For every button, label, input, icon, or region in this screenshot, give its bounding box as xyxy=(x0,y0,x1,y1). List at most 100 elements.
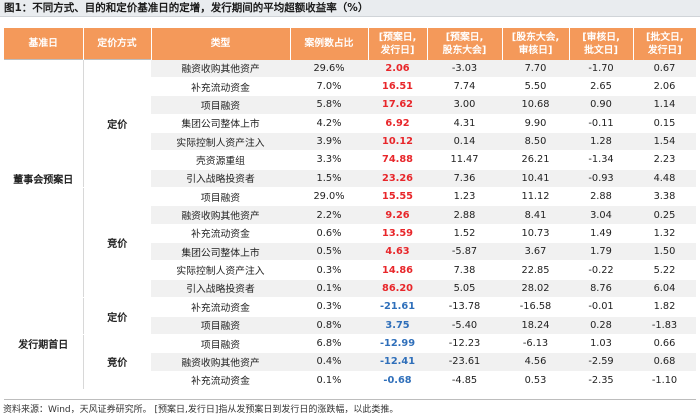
return-plan-to-meeting-cell: -23.61 xyxy=(427,352,502,372)
return-review-to-approval-cell: -0.01 xyxy=(569,297,633,317)
return-review-to-approval-cell: 0.28 xyxy=(569,316,633,335)
return-approval-to-issue-cell: 0.25 xyxy=(633,205,696,225)
type-cell: 实际控制人资产注入 xyxy=(151,260,290,280)
return-meeting-to-review-cell: 18.24 xyxy=(502,316,569,335)
return-plan-to-meeting-cell: 1.52 xyxy=(427,224,502,244)
return-meeting-to-review-cell: 7.70 xyxy=(502,59,569,78)
return-meeting-to-review-cell: 28.02 xyxy=(502,279,569,299)
return-plan-to-meeting-cell: 7.74 xyxy=(427,77,502,97)
share-cell: 0.6% xyxy=(290,224,368,244)
return-review-to-approval-cell: -0.22 xyxy=(569,260,633,280)
return-meeting-to-review-cell: 10.41 xyxy=(502,169,569,189)
return-approval-to-issue-cell: 5.22 xyxy=(633,260,696,280)
base-date-group: 发行期首日 xyxy=(4,297,83,390)
return-plan-to-issue-cell: 6.92 xyxy=(368,114,427,133)
return-plan-to-meeting-cell: -5.40 xyxy=(427,316,502,335)
pricing-method-group: 竞价 xyxy=(82,187,151,299)
return-plan-to-issue-cell: 2.06 xyxy=(368,59,427,78)
return-plan-to-meeting-cell: 1.23 xyxy=(427,187,502,207)
return-approval-to-issue-cell: 0.66 xyxy=(633,333,696,354)
return-plan-to-issue-cell: -0.68 xyxy=(368,371,427,390)
return-review-to-approval-cell: 8.76 xyxy=(569,279,633,299)
type-cell: 补充流动资金 xyxy=(151,224,290,244)
return-meeting-to-review-cell: 8.50 xyxy=(502,132,569,152)
column-header: 基准日 xyxy=(4,28,83,60)
return-plan-to-issue-cell: -12.41 xyxy=(368,352,427,372)
returns-table: 基准日 定价方式 类型 案例数占比 [预案日, 发行日] [预案日, 股东大会] [股东大会… xyxy=(4,28,696,390)
share-cell: 0.8% xyxy=(290,316,368,335)
return-review-to-approval-cell: -1.70 xyxy=(569,59,633,78)
return-review-to-approval-cell: -2.35 xyxy=(569,371,633,390)
table-row: 补充流动资金 0.1% -0.68 -4.85 0.53 -2.35 -1.10 xyxy=(4,371,696,390)
column-header: 类型 xyxy=(150,28,290,60)
return-meeting-to-review-cell: -16.58 xyxy=(502,297,569,317)
column-header: [预案日, 发行日] xyxy=(367,28,427,60)
table-row: 补充流动资金 0.6% 13.59 1.52 10.73 1.49 1.32 xyxy=(4,224,696,244)
return-plan-to-issue-cell: 14.86 xyxy=(368,260,427,280)
table-bottom-rule xyxy=(4,399,696,400)
share-cell: 5.8% xyxy=(290,95,368,115)
table-row: 董事会预案日 定价 融资收购其他资产 29.6% 2.06 -3.03 7.70 -1.70 0… xyxy=(4,58,696,299)
return-approval-to-issue-cell: 0.15 xyxy=(633,114,696,133)
share-cell: 2.2% xyxy=(290,205,368,225)
return-plan-to-issue-cell: -21.61 xyxy=(368,297,427,317)
share-cell: 0.3% xyxy=(290,260,368,280)
return-plan-to-meeting-cell: -13.78 xyxy=(427,297,502,317)
return-review-to-approval-cell: 2.65 xyxy=(569,77,633,97)
table-row: 融资收购其他资产 0.4% -12.41 -23.61 4.56 -2.59 0.68 xyxy=(4,352,696,372)
column-header: [批文日, 发行日] xyxy=(632,28,696,60)
return-plan-to-meeting-cell: 7.38 xyxy=(427,260,502,280)
share-cell: 0.3% xyxy=(290,297,368,317)
return-review-to-approval-cell: -0.11 xyxy=(569,114,633,133)
return-meeting-to-review-cell: 11.12 xyxy=(502,187,569,207)
return-approval-to-issue-cell: 6.04 xyxy=(633,279,696,299)
return-plan-to-issue-cell: 15.55 xyxy=(368,187,427,207)
type-cell: 融资收购其他资产 xyxy=(151,352,290,372)
return-meeting-to-review-cell: 4.56 xyxy=(502,352,569,372)
type-cell: 壳资源重组 xyxy=(151,150,290,170)
table-row: 项目融资 0.8% 3.75 -5.40 18.24 0.28 -1.83 xyxy=(4,316,696,335)
type-cell: 融资收购其他资产 xyxy=(151,59,290,78)
figure-title: 图1：不同方式、目的和定价基准日的定增，发行期间的平均超额收益率（%） xyxy=(0,0,700,17)
return-plan-to-issue-cell: 17.62 xyxy=(368,95,427,115)
return-approval-to-issue-cell: 2.06 xyxy=(633,77,696,97)
return-approval-to-issue-cell: 0.68 xyxy=(633,352,696,372)
type-cell: 补充流动资金 xyxy=(151,371,290,390)
return-plan-to-meeting-cell: 0.14 xyxy=(427,132,502,152)
table-row: 集团公司整体上市 4.2% 6.92 4.31 9.90 -0.11 0.15 xyxy=(4,114,696,133)
return-plan-to-meeting-cell: -5.87 xyxy=(427,242,502,262)
type-cell: 项目融资 xyxy=(151,333,290,354)
return-review-to-approval-cell: -0.93 xyxy=(569,169,633,189)
return-meeting-to-review-cell: -6.13 xyxy=(502,333,569,354)
return-approval-to-issue-cell: -1.83 xyxy=(633,316,696,335)
return-plan-to-issue-cell: 9.26 xyxy=(368,205,427,225)
table-row: 补充流动资金 7.0% 16.51 7.74 5.50 2.65 2.06 xyxy=(4,77,696,97)
type-cell: 项目融资 xyxy=(151,316,290,335)
return-plan-to-issue-cell: 23.26 xyxy=(368,169,427,189)
type-cell: 集团公司整体上市 xyxy=(151,242,290,262)
return-plan-to-issue-cell: 3.75 xyxy=(368,316,427,335)
table-body: 董事会预案日 定价 融资收购其他资产 29.6% 2.06 -3.03 7.70 -1.70 0… xyxy=(4,58,696,390)
return-plan-to-meeting-cell: 11.47 xyxy=(427,150,502,170)
share-cell: 7.0% xyxy=(290,77,368,97)
share-cell: 0.1% xyxy=(290,279,368,299)
base-date-group: 董事会预案日 xyxy=(4,58,83,299)
return-approval-to-issue-cell: 1.82 xyxy=(633,297,696,317)
return-plan-to-meeting-cell: 4.31 xyxy=(427,114,502,133)
return-plan-to-meeting-cell: -4.85 xyxy=(427,371,502,390)
column-header: [股东大会, 审核日] xyxy=(501,28,569,60)
return-meeting-to-review-cell: 8.41 xyxy=(502,205,569,225)
return-plan-to-meeting-cell: -3.03 xyxy=(427,59,502,78)
table-row: 壳资源重组 3.3% 74.88 11.47 26.21 -1.34 2.23 xyxy=(4,150,696,170)
return-review-to-approval-cell: 1.28 xyxy=(569,132,633,152)
return-review-to-approval-cell: -2.59 xyxy=(569,352,633,372)
return-plan-to-issue-cell: 16.51 xyxy=(368,77,427,97)
type-cell: 集团公司整体上市 xyxy=(151,114,290,133)
return-review-to-approval-cell: 1.49 xyxy=(569,224,633,244)
table-row: 引入战略投资者 0.1% 86.20 5.05 28.02 8.76 6.04 xyxy=(4,279,696,299)
return-approval-to-issue-cell: 3.38 xyxy=(633,187,696,207)
share-cell: 0.1% xyxy=(290,371,368,390)
type-cell: 实际控制人资产注入 xyxy=(151,132,290,152)
share-cell: 3.3% xyxy=(290,150,368,170)
return-meeting-to-review-cell: 0.53 xyxy=(502,371,569,390)
